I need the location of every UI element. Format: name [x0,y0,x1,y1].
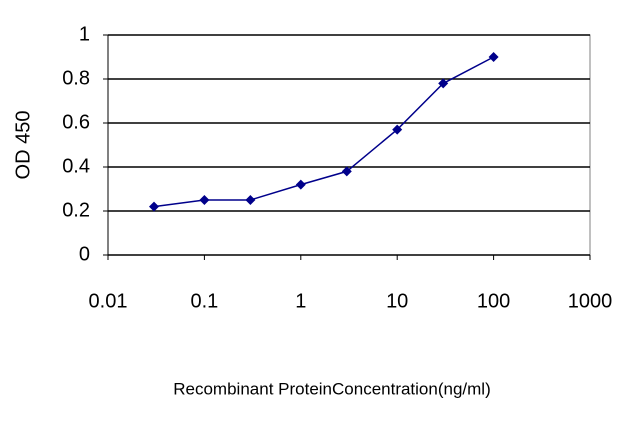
data-point [245,195,256,205]
x-tick-label: 0.1 [190,290,218,312]
x-tick-label: 1000 [568,290,613,312]
y-tick-label: 0.8 [62,67,90,89]
y-tick-label: 0.4 [62,155,90,177]
y-tick-label: 1 [79,23,90,45]
x-tick-label: 100 [477,290,510,312]
data-line [153,56,494,208]
y-tick-label: 0.2 [62,199,90,221]
data-point [488,52,499,62]
y-tick-label: 0 [79,243,90,265]
x-axis-title: Recombinant ProteinConcentration(ng/ml) [173,379,491,398]
data-point [295,179,306,190]
data-point [438,78,449,89]
x-tick-label: 0.01 [89,290,128,312]
y-axis-title: OD 450 [12,111,34,180]
y-tick-label: 0.6 [62,111,90,133]
plot-area [107,34,591,256]
data-point [199,195,210,205]
data-point [148,201,159,212]
data-point [392,124,403,135]
data-point [341,166,352,177]
x-tick-label: 10 [386,290,408,312]
x-tick-label: 1 [295,290,306,312]
